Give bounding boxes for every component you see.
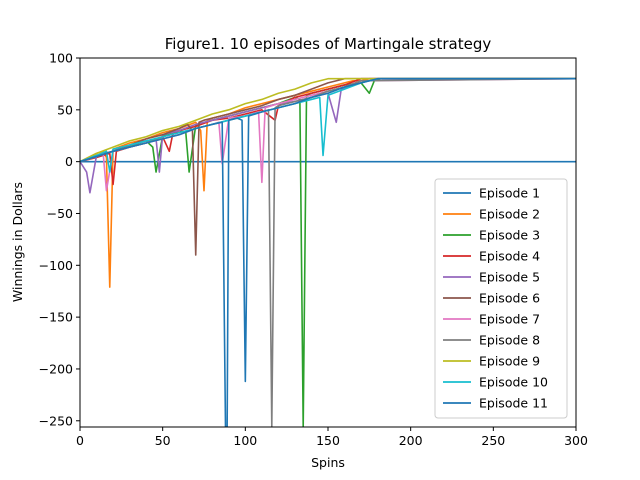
legend-label: Episode 2 xyxy=(479,207,540,222)
y-axis-ticks: −250 −200 −150 −100 −50 0 50 100 xyxy=(39,51,80,428)
y-tick-label: −200 xyxy=(39,361,73,376)
y-tick-label: −150 xyxy=(39,310,73,325)
y-tick-label: 100 xyxy=(49,51,73,66)
x-tick-label: 0 xyxy=(76,433,84,448)
x-tick-label: 50 xyxy=(155,433,171,448)
x-tick-label: 200 xyxy=(399,433,423,448)
x-tick-label: 100 xyxy=(233,433,257,448)
y-tick-label: 0 xyxy=(65,154,73,169)
legend-label: Episode 6 xyxy=(479,291,540,306)
y-axis-label: Winnings in Dollars xyxy=(10,182,25,302)
series-line-6 xyxy=(80,77,576,256)
y-tick-label: −50 xyxy=(47,206,73,221)
series-line-9 xyxy=(80,77,576,163)
legend-label: Episode 7 xyxy=(479,312,540,327)
legend-label: Episode 10 xyxy=(479,375,548,390)
series-line-2 xyxy=(80,77,576,288)
legend-label: Episode 8 xyxy=(479,333,540,348)
chart-title: Figure1. 10 episodes of Martingale strat… xyxy=(165,35,492,53)
x-tick-label: 150 xyxy=(316,433,340,448)
series-layer xyxy=(80,77,576,427)
x-tick-label: 250 xyxy=(481,433,505,448)
legend-label: Episode 4 xyxy=(479,249,540,264)
x-axis-label: Spins xyxy=(311,455,345,470)
series-line-11 xyxy=(80,77,576,427)
y-tick-label: −100 xyxy=(39,258,73,273)
legend: Episode 1 Episode 2 Episode 3 Episode 4 Epis… xyxy=(434,178,568,419)
legend-label: Episode 3 xyxy=(479,228,540,243)
y-tick-label: 50 xyxy=(57,102,73,117)
legend-label: Episode 5 xyxy=(479,270,540,285)
legend-label: Episode 11 xyxy=(479,396,548,411)
legend-box xyxy=(434,178,568,419)
y-tick-label: −250 xyxy=(39,413,73,428)
x-tick-label: 300 xyxy=(564,433,588,448)
legend-label: Episode 1 xyxy=(479,186,540,201)
legend-label: Episode 9 xyxy=(479,354,540,369)
x-axis-ticks: 0 50 100 150 200 250 300 xyxy=(76,427,588,448)
